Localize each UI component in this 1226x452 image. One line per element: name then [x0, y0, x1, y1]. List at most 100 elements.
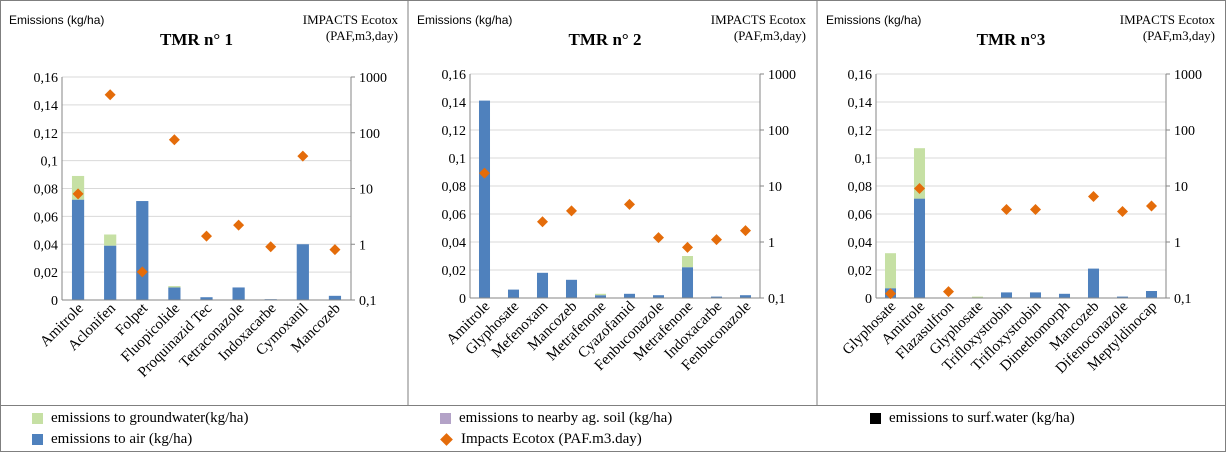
y2-axis-title-line1: IMPACTS Ecotox	[711, 12, 807, 27]
y-tick-label: 0	[865, 292, 872, 307]
bar-air	[478, 100, 491, 298]
bar-air	[232, 287, 245, 300]
bar-air	[739, 295, 752, 298]
y-tick-label: 0,14	[848, 96, 873, 111]
impact-marker	[201, 230, 212, 242]
bar-air	[200, 297, 213, 300]
bar-air	[168, 287, 181, 300]
impact-marker	[885, 288, 896, 300]
y2-tick-label: 1000	[1174, 68, 1202, 83]
y-tick-label: 0,12	[442, 124, 467, 139]
bar-air	[104, 245, 117, 300]
legend-item-groundwater: emissions to groundwater(kg/ha)	[32, 408, 248, 428]
y-axis-title: Emissions (kg/ha)	[417, 13, 512, 27]
bar-air	[536, 272, 549, 298]
bar-air	[594, 295, 607, 298]
bar-air	[1145, 291, 1158, 298]
y-tick-label: 0,08	[848, 180, 873, 195]
bar-air	[652, 295, 665, 298]
legend-swatch-impacts	[440, 432, 453, 446]
impact-marker	[265, 241, 277, 253]
y2-tick-label: 100	[1174, 124, 1195, 139]
impact-marker	[1146, 200, 1157, 212]
bar-air	[71, 199, 85, 300]
y-tick-label: 0,06	[34, 210, 59, 225]
bar-air	[1087, 268, 1100, 298]
legend-swatch-groundwater	[32, 412, 43, 424]
impact-marker	[1117, 206, 1128, 218]
y2-axis-title-line2: (PAF,m3,day)	[1143, 28, 1215, 43]
y-tick-label: 0,14	[442, 96, 467, 111]
y2-tick-label: 0,1	[1174, 292, 1192, 307]
y2-tick-label: 1	[359, 238, 366, 253]
legend-label-surfwater: emissions to surf.water (kg/ha)	[889, 409, 1075, 426]
chart-title: TMR n°3	[977, 30, 1046, 49]
legend: emissions to groundwater(kg/ha) emission…	[0, 405, 1226, 452]
legend-label-groundwater: emissions to groundwater(kg/ha)	[51, 409, 249, 426]
legend-swatch-surfwater	[870, 412, 881, 424]
bar-air	[913, 198, 926, 298]
bar-air	[136, 201, 149, 300]
y-tick-label: 0,04	[442, 236, 467, 251]
y-tick-label: 0	[459, 292, 466, 307]
y-axis-title: Emissions (kg/ha)	[826, 13, 921, 27]
y2-axis-title-line1: IMPACTS Ecotox	[1120, 12, 1216, 27]
bar-air	[296, 244, 309, 300]
bar-air	[623, 293, 636, 298]
impact-marker	[914, 183, 925, 195]
impact-marker	[72, 188, 84, 200]
bar-groundwater	[681, 256, 694, 268]
y-tick-label: 0,12	[848, 124, 873, 139]
legend-label-soil: emissions to nearby ag. soil (kg/ha)	[459, 409, 673, 426]
y2-axis-title-line2: (PAF,m3,day)	[326, 28, 398, 43]
y-tick-label: 0,02	[442, 264, 467, 279]
y-tick-label: 0,06	[848, 208, 873, 223]
legend-swatch-air	[32, 433, 43, 445]
impact-marker	[1001, 204, 1012, 216]
y-tick-label: 0,02	[848, 264, 873, 279]
impact-marker	[233, 219, 245, 231]
bar-air	[1116, 296, 1129, 298]
bar-air	[681, 267, 694, 298]
legend-label-air: emissions to air (kg/ha)	[51, 430, 193, 447]
impact-marker	[168, 134, 180, 146]
y-tick-label: 0,16	[34, 71, 59, 86]
bar-groundwater	[913, 148, 926, 199]
bar-air	[565, 279, 578, 298]
impact-marker	[329, 244, 341, 256]
bar-groundwater	[971, 296, 984, 298]
y-tick-label: 0,16	[848, 68, 873, 83]
y-tick-label: 0,08	[442, 180, 467, 195]
bar-air	[710, 296, 723, 298]
y2-tick-label: 1	[768, 236, 775, 251]
legend-item-impacts: Impacts Ecotox (PAF.m3.day)	[440, 429, 642, 449]
y-tick-label: 0,14	[34, 99, 59, 114]
bar-groundwater	[594, 293, 607, 296]
y-tick-label: 0,16	[442, 68, 467, 83]
bar-groundwater	[884, 253, 897, 289]
chart-title: TMR n° 2	[569, 30, 642, 49]
impact-marker	[682, 241, 693, 253]
impact-marker	[624, 198, 635, 210]
y-tick-label: 0,04	[34, 238, 59, 253]
y-tick-label: 0,1	[449, 152, 467, 167]
y-tick-label: 0,12	[34, 127, 59, 142]
impact-marker	[136, 266, 148, 278]
impact-marker	[711, 234, 722, 246]
y2-tick-label: 10	[1174, 180, 1188, 195]
bar-air	[1029, 292, 1042, 298]
legend-label-impacts: Impacts Ecotox (PAF.m3.day)	[461, 430, 642, 447]
impact-marker	[943, 286, 954, 298]
legend-item-surfwater: emissions to surf.water (kg/ha)	[870, 408, 1075, 428]
y2-axis-title-line2: (PAF,m3,day)	[734, 28, 806, 43]
chart-panel-3: Emissions (kg/ha) TMR n°3 IMPACTS Ecotox(P…	[826, 12, 1215, 377]
impact-marker	[479, 167, 490, 179]
chart-title: TMR n° 1	[160, 30, 233, 49]
y-tick-label: 0,04	[848, 236, 873, 251]
impact-marker	[297, 150, 309, 162]
impact-marker	[740, 225, 751, 237]
y2-tick-label: 0,1	[768, 292, 786, 307]
legend-item-soil: emissions to nearby ag. soil (kg/ha)	[440, 408, 672, 428]
